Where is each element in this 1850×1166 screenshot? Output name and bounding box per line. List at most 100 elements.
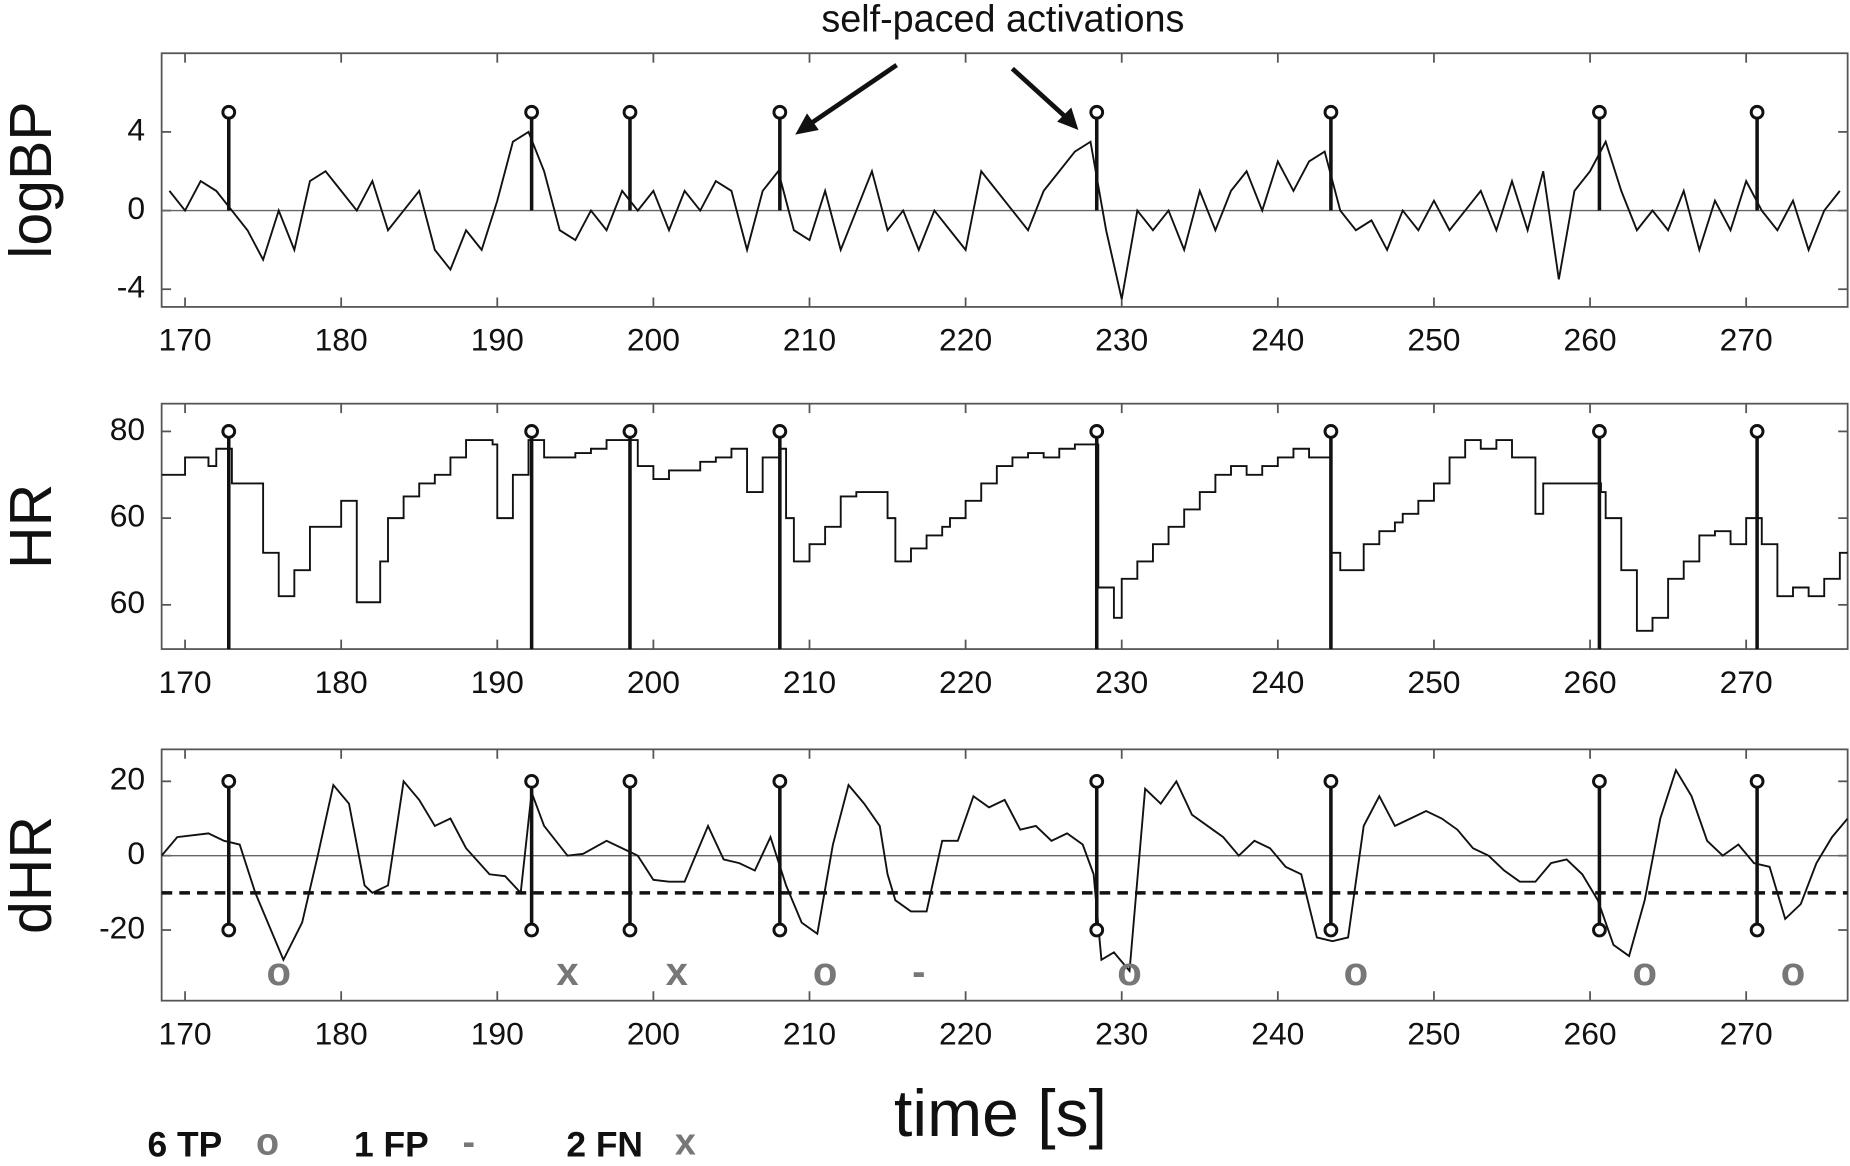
legend-symbol: o [256, 1121, 279, 1163]
event-marker: o [813, 950, 838, 994]
event-marker: o [266, 950, 291, 994]
stem-head [221, 773, 237, 789]
plot-area [161, 767, 1848, 974]
legend-label: 2 FN [566, 1125, 643, 1164]
stem-foot [524, 922, 539, 938]
x-tick-label: 170 [158, 664, 211, 700]
event-marker: x [666, 950, 689, 994]
stem-head [1592, 773, 1607, 789]
data-line [161, 767, 1848, 974]
stem-head [1089, 104, 1105, 120]
x-tick-label: 200 [627, 664, 680, 700]
y-tick-label: 60 [110, 584, 145, 620]
x-tick-label: 190 [471, 1015, 524, 1051]
x-tick-label: 210 [783, 322, 836, 358]
x-tick-label: 220 [939, 664, 992, 700]
legend-symbol: x [675, 1121, 696, 1163]
x-tick-label: 180 [315, 664, 368, 700]
x-tick-label: 250 [1407, 322, 1460, 358]
stem-head [772, 773, 788, 789]
x-tick-label: 210 [783, 664, 836, 700]
event-marker: o [1632, 950, 1657, 994]
x-tick-label: 250 [1407, 664, 1460, 700]
y-tick-label: -4 [117, 269, 145, 305]
event-marker: o [1344, 950, 1369, 994]
x-axis-label: time [s] [894, 1077, 1107, 1151]
arrowhead [795, 113, 819, 135]
stem-foot [772, 922, 788, 938]
plot-area [161, 439, 1848, 632]
stem-head [524, 773, 539, 789]
stem-foot [1749, 922, 1765, 938]
event-marker: o [1117, 950, 1142, 994]
y-axis-label: dHR [0, 816, 64, 934]
x-tick-label: 220 [939, 1015, 992, 1051]
stem-head [622, 104, 638, 120]
event-marker: o [1781, 950, 1806, 994]
x-tick-label: 180 [315, 1015, 368, 1051]
stem-foot [1592, 922, 1607, 938]
x-tick-label: 230 [1095, 664, 1148, 700]
x-tick-label: 230 [1095, 1015, 1148, 1051]
y-axis-label: logBP [0, 101, 64, 258]
x-tick-label: 240 [1251, 322, 1304, 358]
x-tick-label: 270 [1720, 1015, 1773, 1051]
stem-head [221, 104, 237, 120]
y-tick-label: 80 [110, 411, 145, 447]
x-tick-label: 210 [783, 1015, 836, 1051]
y-tick-label: -20 [99, 909, 145, 945]
x-tick-label: 190 [471, 322, 524, 358]
y-tick-label: 0 [127, 835, 145, 871]
stem-head [1323, 773, 1339, 789]
plot-frame [160, 748, 1849, 1002]
annotation: self-paced activations [821, 0, 1184, 39]
data-line [168, 130, 1841, 300]
x-tick-label: 260 [1563, 322, 1616, 358]
stem-head [524, 424, 539, 439]
stem-head [772, 104, 788, 120]
plot-frame [160, 52, 1849, 308]
x-tick-label: 170 [158, 1015, 211, 1051]
stem-foot [1323, 922, 1339, 938]
x-tick-label: 260 [1563, 1015, 1616, 1051]
stem-head [1089, 424, 1105, 439]
event-marker: - [912, 950, 925, 994]
annotation-arrows [795, 63, 1079, 135]
stem-head [1323, 104, 1339, 120]
x-tick-label: 260 [1563, 664, 1616, 700]
x-tick-label: 180 [315, 322, 368, 358]
stem-head [1749, 424, 1765, 439]
stem-head [1089, 773, 1105, 789]
x-tick-label: 200 [627, 322, 680, 358]
stem-foot [622, 922, 638, 938]
x-tick-label: 190 [471, 664, 524, 700]
y-tick-label: 4 [127, 111, 145, 147]
stem-head [1749, 104, 1765, 120]
stem-head [1592, 424, 1607, 439]
stem-foot [221, 922, 237, 938]
stem-head [622, 424, 638, 439]
stem-head [1592, 104, 1607, 120]
x-tick-label: 220 [939, 322, 992, 358]
stem-head [622, 773, 638, 789]
stem-head [772, 424, 788, 439]
panel: HR 170 180 190 200 210 220 230 240 250 260 270 60 60 8… [0, 402, 1849, 700]
stem-head [1749, 773, 1765, 789]
event-marker: x [556, 950, 579, 994]
stem-head [221, 424, 237, 439]
x-tick-label: 240 [1251, 664, 1304, 700]
legend-label: 6 TP [147, 1125, 222, 1164]
data-line [161, 439, 1848, 632]
legend-symbol: - [463, 1121, 476, 1163]
stem-foot [1089, 922, 1105, 938]
x-tick-label: 240 [1251, 1015, 1304, 1051]
y-axis-label: HR [0, 484, 64, 569]
legend-label: 1 FP [354, 1125, 429, 1164]
arrow [810, 63, 899, 125]
x-tick-label: 270 [1720, 664, 1773, 700]
plot-frame [160, 402, 1849, 650]
y-tick-label: 60 [110, 498, 145, 534]
stem-head [1323, 424, 1339, 439]
